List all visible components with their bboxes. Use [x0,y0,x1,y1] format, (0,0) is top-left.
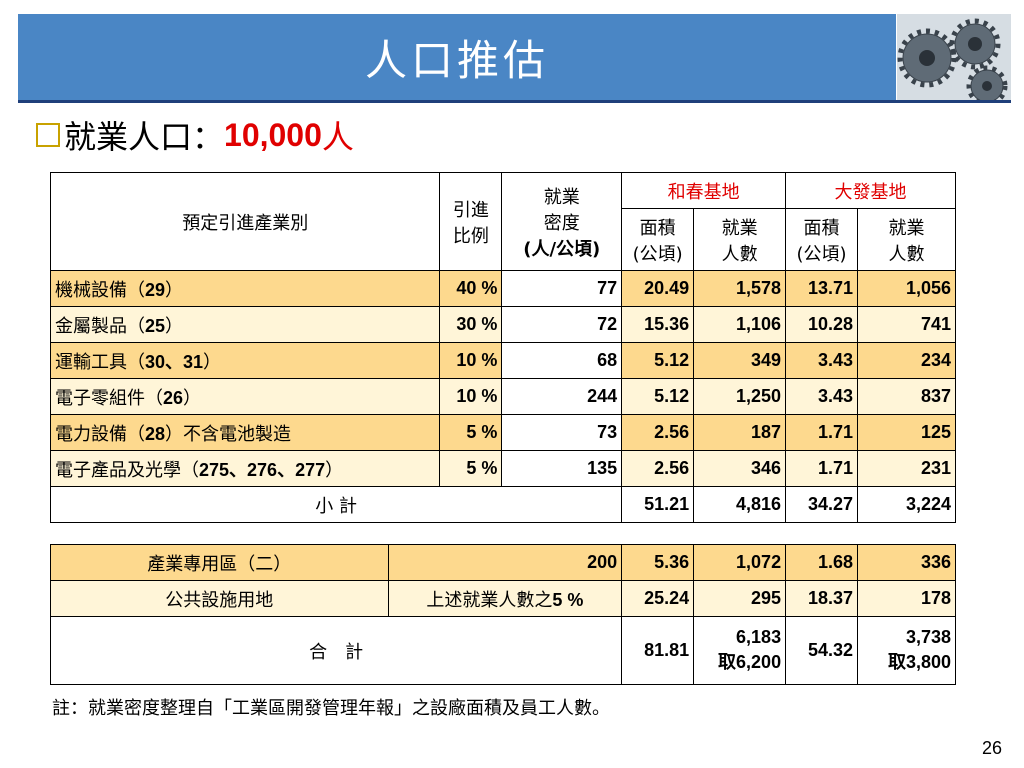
subtotal-site-a-workers: 4,816 [693,486,787,523]
zone-density: 200 [387,544,623,581]
site-a-area-cell: 20.49 [621,270,695,307]
other-employment-table: 產業專用區（二） 200 5.36 1,072 1.68 336 公共設施用地 … [49,544,956,685]
table-row: 產業專用區（二） 200 5.36 1,072 1.68 336 [50,544,956,581]
site-a-workers-cell: 346 [693,450,787,487]
site-a-workers-cell: 187 [693,414,787,451]
table-row: 機械設備（29） 40 % 77 20.49 1,578 13.71 1,056 [49,270,956,307]
density-cell: 77 [501,270,623,307]
slide-title: 人口推估 [364,35,549,85]
zone-ratio-note: 上述就業人數之5 % [387,580,623,617]
zone-name: 產業專用區（二） [50,544,389,581]
title-divider [18,100,1011,103]
zone-name: 公共設施用地 [50,580,389,617]
footnote: 註：就業密度整理自「工業區開發管理年報」之設廠面積及員工人數。 [52,698,610,719]
industry-name: 運輸工具（30、31） [49,342,441,379]
site-a-area-cell: 15.36 [621,306,695,343]
heading-unit: 人 [321,118,354,156]
site-b-area-cell: 1.71 [785,414,859,451]
site-b-area-cell: 18.37 [785,580,859,617]
header-site-b-workers: 就業 人數 [857,208,956,271]
subtotal-row: 小 計 51.21 4,816 34.27 3,224 [49,486,956,523]
heading-value: 10,000 [224,116,322,153]
subtotal-site-a-area: 51.21 [621,486,695,523]
ratio-cell: 10 % [439,378,503,415]
gears-icon [897,14,1011,100]
subtotal-site-b-workers: 3,224 [857,486,956,523]
site-b-area-cell: 3.43 [785,342,859,379]
density-cell: 73 [501,414,623,451]
density-cell: 72 [501,306,623,343]
industry-employment-table: 預定引進產業別 引進 比例 就業 密度 (人/公頃) 和春基地 大發基地 面積 (公頃)… [49,172,956,523]
density-cell: 135 [501,450,623,487]
site-b-area-cell: 1.68 [785,544,859,581]
table-row: 運輸工具（30、31） 10 % 68 5.12 349 3.43 234 [49,342,956,379]
ratio-cell: 5 % [439,450,503,487]
site-b-area-cell: 1.71 [785,450,859,487]
header-density: 就業 密度 (人/公頃) [501,172,623,271]
table-row: 電力設備（28）不含電池製造 5 % 73 2.56 187 1.71 125 [49,414,956,451]
table-header-row: 預定引進產業別 引進 比例 就業 密度 (人/公頃) 和春基地 大發基地 [49,172,956,271]
site-b-workers-cell: 837 [857,378,956,415]
industry-name: 電力設備（28）不含電池製造 [49,414,441,451]
site-b-workers-cell: 125 [857,414,956,451]
ratio-cell: 10 % [439,342,503,379]
site-a-area-cell: 5.12 [621,342,695,379]
square-bullet-icon [36,123,60,147]
site-a-workers-cell: 1,578 [693,270,787,307]
site-b-area-cell: 13.71 [785,270,859,307]
table-row: 電子零組件（26） 10 % 244 5.12 1,250 3.43 837 [49,378,956,415]
industry-name: 電子產品及光學（275、276、277） [49,450,441,487]
total-site-a-area: 81.81 [621,616,695,685]
site-a-area-cell: 5.36 [621,544,695,581]
site-a-area-cell: 5.12 [621,378,695,415]
table-row: 公共設施用地 上述就業人數之5 % 25.24 295 18.37 178 [50,580,956,617]
total-site-a-workers: 6,183 取6,200 [693,616,787,685]
industry-name: 機械設備（29） [49,270,441,307]
total-label: 合 計 [49,616,623,685]
ratio-cell: 30 % [439,306,503,343]
site-a-workers-cell: 1,106 [693,306,787,343]
site-b-workers-cell: 1,056 [857,270,956,307]
site-a-area-cell: 25.24 [621,580,695,617]
site-a-area-cell: 2.56 [621,414,695,451]
site-b-area-cell: 3.43 [785,378,859,415]
table-row: 金屬製品（25） 30 % 72 15.36 1,106 10.28 741 [49,306,956,343]
site-a-workers-cell: 1,250 [693,378,787,415]
total-row: 合 計 81.81 6,183 取6,200 54.32 3,738 取3,800 [49,616,956,685]
total-site-b-area: 54.32 [785,616,859,685]
header-site-a-workers: 就業 人數 [693,208,787,271]
total-site-b-workers: 3,738 取3,800 [857,616,956,685]
site-b-workers-cell: 336 [857,544,956,581]
subtotal-label: 小 計 [49,486,623,523]
ratio-cell: 40 % [439,270,503,307]
title-bar: 人口推估 [18,14,896,100]
header-site-b: 大發基地 [785,172,956,209]
employment-population-heading: 就業人口： 10,000 人 [36,112,354,158]
site-b-workers-cell: 234 [857,342,956,379]
gears-image [897,14,1011,100]
density-cell: 244 [501,378,623,415]
heading-label: 就業人口： [64,118,225,156]
site-a-workers-cell: 1,072 [693,544,787,581]
site-a-workers-cell: 295 [693,580,787,617]
header-site-a: 和春基地 [621,172,787,209]
header-site-b-area: 面積 (公頃) [785,208,859,271]
industry-name: 金屬製品（25） [49,306,441,343]
header-site-a-area: 面積 (公頃) [621,208,695,271]
site-b-workers-cell: 231 [857,450,956,487]
site-a-area-cell: 2.56 [621,450,695,487]
density-cell: 68 [501,342,623,379]
header-ratio: 引進 比例 [439,172,503,271]
header-industry: 預定引進產業別 [49,172,441,271]
site-b-workers-cell: 178 [857,580,956,617]
page-number: 26 [981,738,1002,758]
ratio-cell: 5 % [439,414,503,451]
site-a-workers-cell: 349 [693,342,787,379]
table-row: 電子產品及光學（275、276、277） 5 % 135 2.56 346 1.… [49,450,956,487]
site-b-workers-cell: 741 [857,306,956,343]
industry-name: 電子零組件（26） [49,378,441,415]
site-b-area-cell: 10.28 [785,306,859,343]
subtotal-site-b-area: 34.27 [785,486,859,523]
